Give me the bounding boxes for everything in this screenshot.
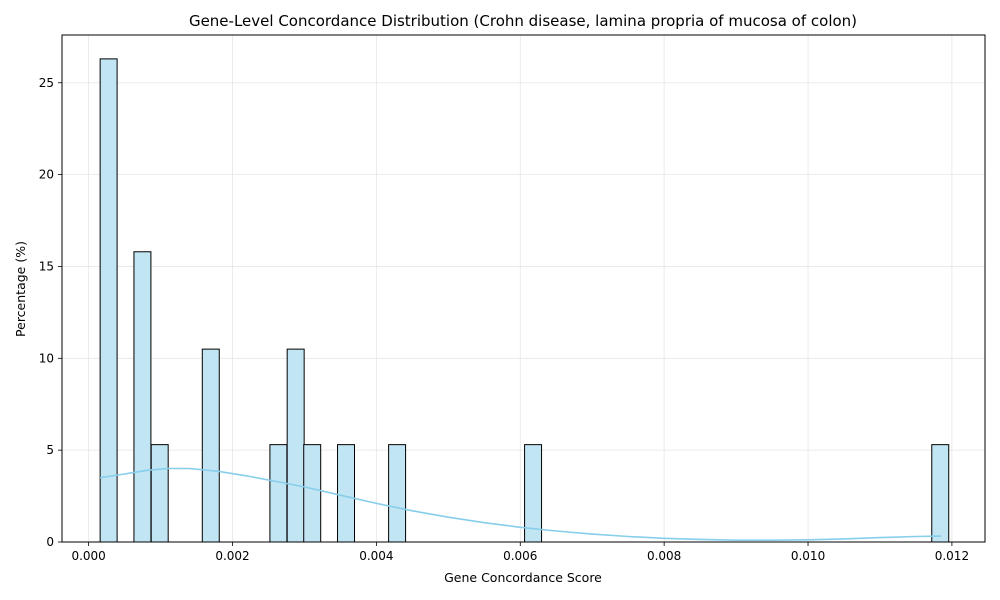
x-tick-label: 0.002 [215,549,249,563]
x-tick-label: 0.008 [647,549,681,563]
y-axis-ticks: 0 5 10 15 20 25 [39,76,62,549]
histogram-bar [303,444,322,543]
y-tick-label: 5 [46,443,54,457]
histogram-bar [388,444,407,543]
histogram-bar [99,58,118,543]
histogram-bar [286,348,305,543]
y-tick-label: 25 [39,76,54,90]
y-tick-label: 20 [39,168,54,182]
x-axis-label: Gene Concordance Score [444,570,602,585]
y-tick-label: 0 [46,535,54,549]
grid-layer [62,35,985,543]
x-tick-label: 0.006 [503,549,537,563]
x-axis-ticks: 0.000 0.002 0.004 0.006 0.008 0.010 0.012 [71,542,969,563]
chart-title: Gene-Level Concordance Distribution (Cro… [189,12,857,30]
histogram-bar [150,444,169,543]
histogram-bar [133,251,152,543]
x-tick-label: 0.004 [359,549,393,563]
plot-frame [61,34,986,543]
histogram-bar [931,444,950,543]
histogram-bar [269,444,288,543]
y-tick-label: 15 [39,259,54,273]
x-tick-label: 0.010 [791,549,825,563]
histogram-bar [337,444,356,543]
y-axis-label: Percentage (%) [13,241,28,337]
bar-layer [99,58,950,543]
y-tick-label: 10 [39,351,54,365]
kde-curve [99,467,942,541]
histogram-bar [201,348,220,543]
x-tick-label: 0.000 [71,549,105,563]
x-tick-label: 0.012 [935,549,969,563]
